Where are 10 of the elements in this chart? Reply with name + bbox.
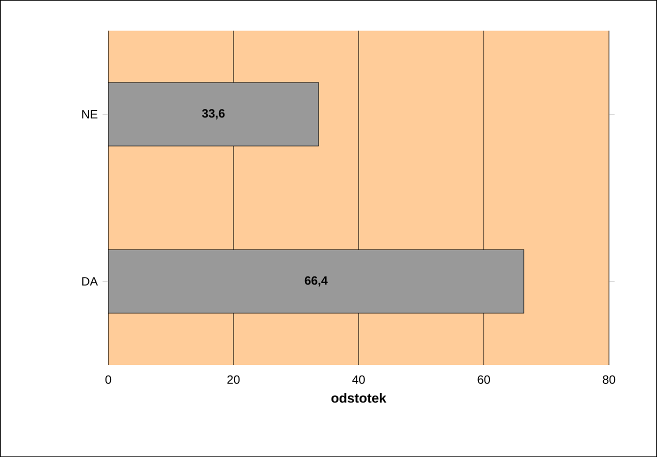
x-tick-label: 0: [105, 375, 112, 384]
data-label: 66,4: [304, 276, 328, 286]
x-tick-label: 60: [478, 375, 490, 384]
y-tick-label: NE: [82, 110, 98, 118]
data-label: 33,6: [202, 109, 225, 120]
x-axis-title: odstotek: [331, 392, 386, 403]
y-tick-label: DA: [82, 277, 98, 286]
x-tick-label: 80: [602, 375, 616, 384]
x-tick-label: 40: [352, 375, 365, 384]
x-tick-label: 20: [227, 375, 240, 384]
